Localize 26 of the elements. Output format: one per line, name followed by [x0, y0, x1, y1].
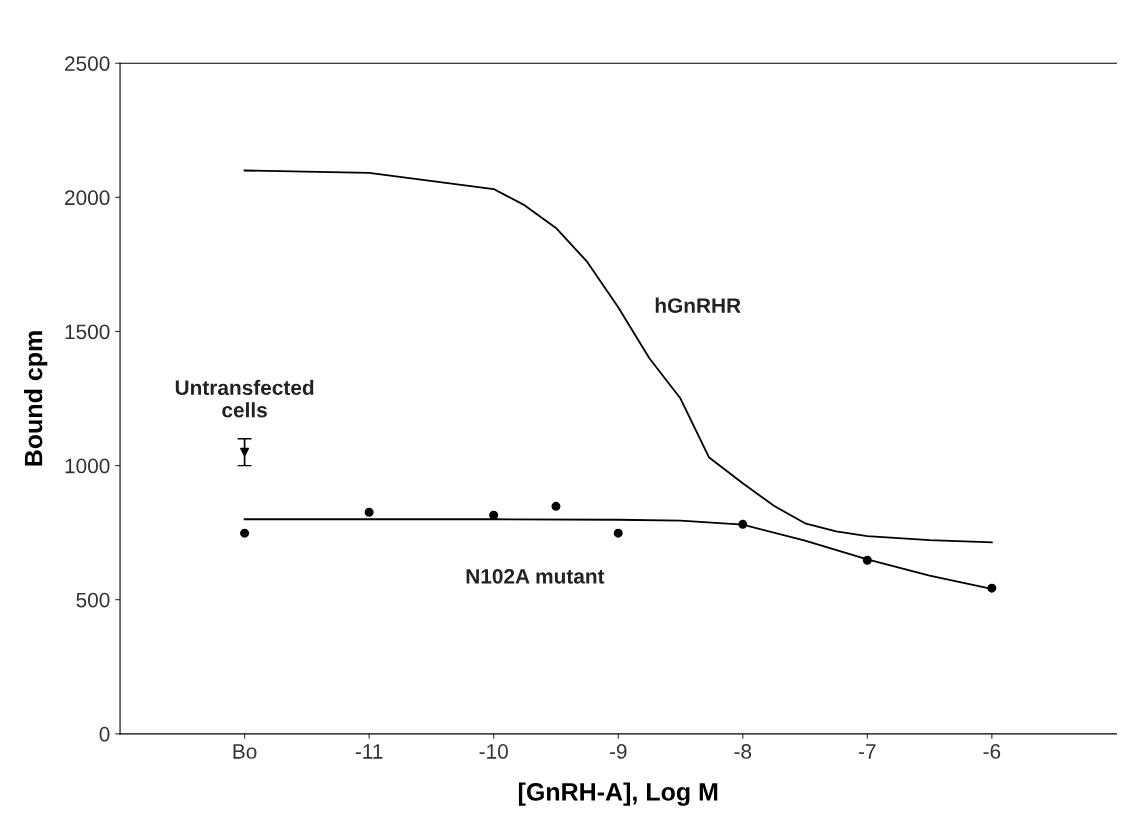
point	[240, 528, 250, 538]
point	[551, 501, 561, 511]
y-tick-label: 1500	[65, 324, 110, 340]
y-tick-label: 1000	[65, 458, 110, 474]
point	[613, 528, 623, 538]
y-axis-title: Bound cpm	[24, 331, 48, 466]
text: N102A mutant	[466, 568, 605, 584]
point	[364, 507, 374, 517]
x-tick-label: -9	[609, 744, 627, 759]
point	[862, 555, 872, 565]
y-tick-label: 0	[99, 726, 110, 742]
x-tick-label: -11	[355, 744, 383, 759]
x-tick-label: -7	[858, 744, 876, 759]
x-tick-label: -8	[734, 744, 752, 759]
series-label: hGnRHR	[655, 297, 741, 313]
y-tick-label: 500	[76, 592, 110, 608]
x-tick-label: -10	[479, 744, 508, 759]
point	[987, 583, 997, 593]
y-tick-label: 2000	[65, 190, 110, 206]
point	[489, 510, 499, 520]
y-tick-label: 2500	[65, 56, 110, 71]
x-tick-label: -6	[983, 744, 1001, 759]
x-tick-label: Bo	[233, 744, 257, 759]
point	[738, 519, 748, 529]
text: Untransfected cells	[175, 379, 314, 418]
x-axis-title: [GnRH-A], Log M	[518, 782, 718, 806]
